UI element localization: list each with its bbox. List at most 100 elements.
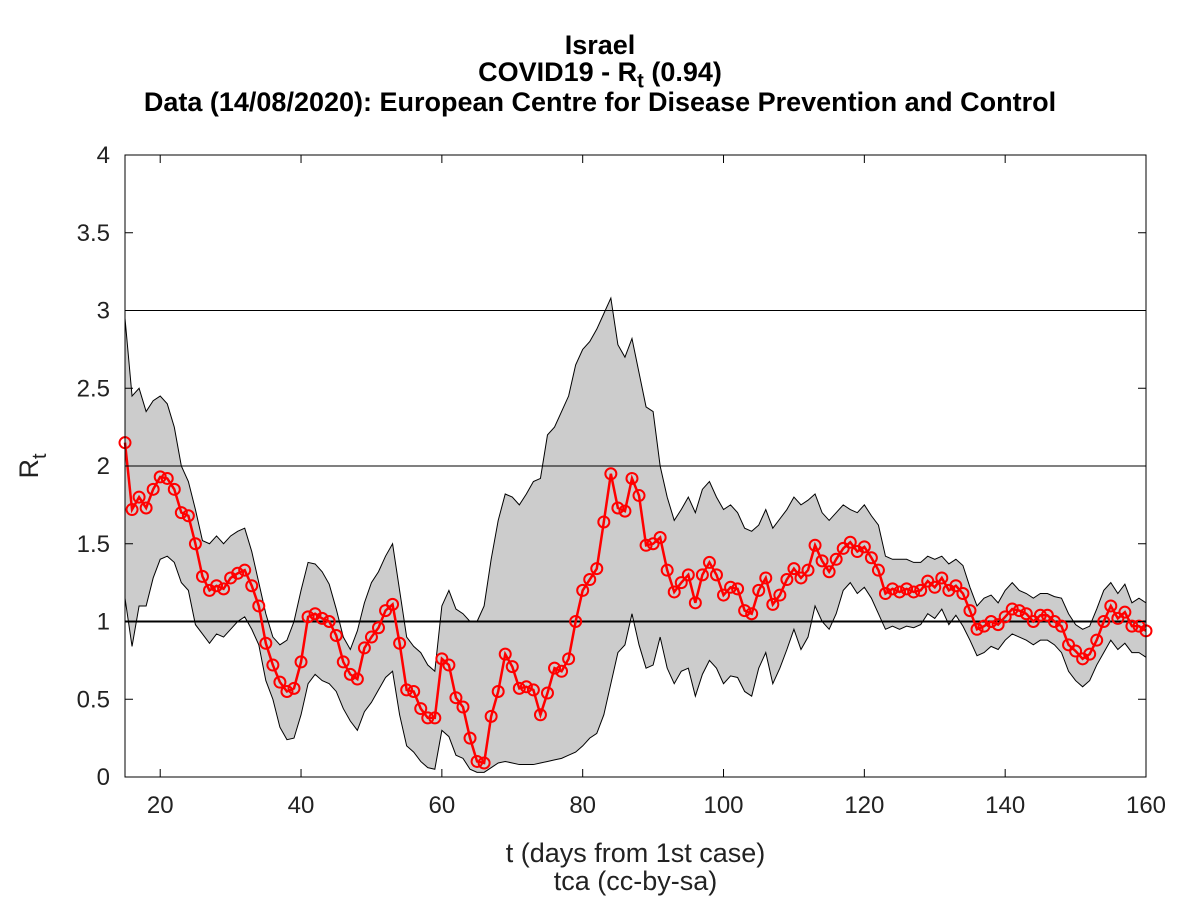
data-point <box>1104 599 1118 613</box>
data-point <box>231 566 245 580</box>
data-point <box>815 554 829 568</box>
data-point <box>745 607 759 621</box>
series-layer <box>118 436 1153 770</box>
reference-lines <box>125 310 1146 623</box>
data-point <box>477 756 491 770</box>
data-point <box>160 471 174 485</box>
data-point <box>822 565 836 579</box>
y-tick-label: 2 <box>97 453 110 480</box>
data-point <box>386 597 400 611</box>
data-point <box>371 621 385 635</box>
data-point <box>294 655 308 669</box>
subtitle-suffix: (0.94) <box>643 57 722 87</box>
data-point <box>315 611 329 625</box>
data-point <box>843 535 857 549</box>
data-point <box>935 571 949 585</box>
data-point <box>329 628 343 642</box>
data-point <box>766 597 780 611</box>
y-tick-label: 2.5 <box>77 375 110 402</box>
data-point <box>702 555 716 569</box>
data-point <box>569 615 583 628</box>
data-point <box>653 531 667 545</box>
data-point <box>618 504 632 518</box>
data-point <box>414 702 428 716</box>
data-point <box>1005 602 1019 616</box>
data-point <box>667 585 681 599</box>
data-point <box>864 551 878 565</box>
data-point <box>1012 604 1026 618</box>
y-tick-label: 0.5 <box>77 686 110 713</box>
data-point <box>210 579 224 593</box>
data-point <box>604 467 618 481</box>
data-point <box>259 636 273 650</box>
data-point <box>984 615 998 628</box>
data-point <box>421 711 435 725</box>
y-tick-label: 1 <box>97 609 110 636</box>
data-point <box>780 573 794 587</box>
data-point <box>540 686 554 700</box>
data-point <box>498 647 512 661</box>
data-point <box>287 681 301 695</box>
data-point <box>632 489 646 503</box>
data-point <box>273 675 287 689</box>
data-point <box>428 711 442 725</box>
data-point <box>1019 607 1033 621</box>
x-tick-label: 20 <box>147 792 174 819</box>
data-point <box>512 681 526 695</box>
data-point <box>893 585 907 599</box>
x-tick-label: 120 <box>844 792 884 819</box>
data-point <box>1083 647 1097 661</box>
data-point <box>195 569 209 583</box>
data-point <box>350 672 364 686</box>
data-point <box>407 684 421 698</box>
credit-label: tca (cc-by-sa) <box>554 866 718 896</box>
data-point <box>1033 608 1047 622</box>
data-point <box>146 482 160 496</box>
data-point <box>590 562 604 576</box>
y-axis-ticks: 0 0.5 1 1.5 2 2.5 3 3.5 4 <box>77 142 1146 791</box>
data-point <box>153 470 167 484</box>
data-point <box>526 683 540 697</box>
data-point <box>801 563 815 577</box>
data-point <box>724 580 738 594</box>
data-point <box>998 610 1012 624</box>
data-point <box>548 661 562 675</box>
data-point <box>625 471 639 485</box>
data-point <box>491 684 505 698</box>
data-point <box>583 573 597 587</box>
data-point <box>759 571 773 585</box>
y-tick-label: 4 <box>97 142 110 169</box>
data-point <box>928 580 942 594</box>
y-tick-label: 3.5 <box>77 220 110 247</box>
data-point <box>132 490 146 504</box>
data-point <box>1125 619 1139 633</box>
subtitle-prefix: COVID19 - R <box>478 57 638 87</box>
data-point <box>357 641 371 655</box>
chart-source: Data (14/08/2020): European Centre for D… <box>143 87 1057 117</box>
data-point <box>991 618 1005 632</box>
data-point <box>752 583 766 597</box>
data-point <box>576 583 590 597</box>
data-point <box>442 658 456 672</box>
data-point <box>597 515 611 529</box>
y-axis-label-sub: t <box>29 453 51 459</box>
data-point <box>773 588 787 602</box>
data-point <box>717 588 731 602</box>
x-tick-label: 40 <box>288 792 315 819</box>
data-point <box>301 610 315 624</box>
data-point <box>681 568 695 582</box>
data-point <box>217 582 231 596</box>
data-point <box>562 652 576 666</box>
data-point <box>1118 605 1132 619</box>
x-tick-label: 80 <box>569 792 596 819</box>
data-point <box>280 684 294 698</box>
data-point <box>695 568 709 582</box>
data-point <box>611 501 625 515</box>
data-point <box>519 680 533 694</box>
data-point <box>238 563 252 577</box>
data-point <box>266 658 280 672</box>
data-point <box>857 540 871 554</box>
data-point <box>364 630 378 644</box>
data-point <box>400 683 414 697</box>
